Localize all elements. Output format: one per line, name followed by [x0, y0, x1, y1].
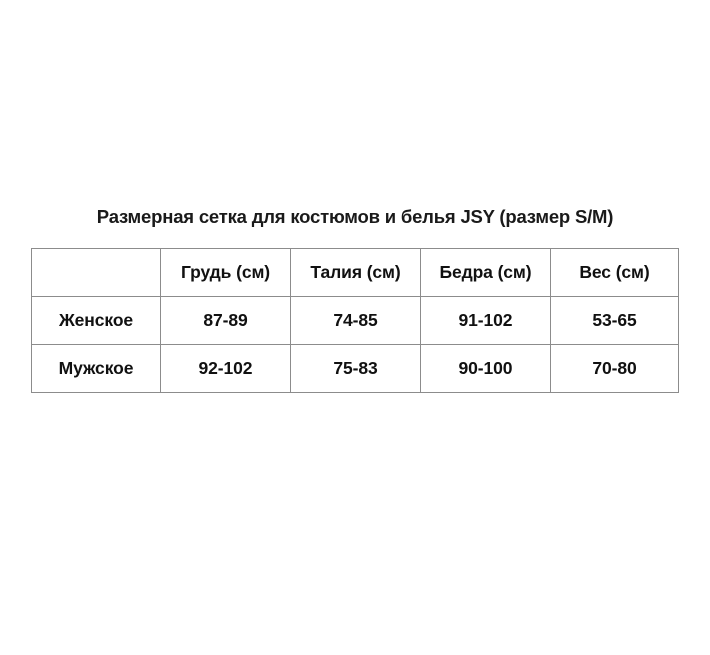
header-cell-waist: Талия (см)	[290, 248, 421, 297]
cell-female-weight: 53-65	[550, 296, 679, 345]
header-cell-chest: Грудь (см)	[160, 248, 291, 297]
header-cell-weight: Вес (см)	[550, 248, 679, 297]
table-header: Грудь (см) Талия (см) Бедра (см) Вес (см…	[31, 248, 679, 297]
cell-male-waist: 75-83	[290, 344, 421, 393]
table-row: Женское 87-89 74-85 91-102 53-65	[31, 296, 679, 345]
size-chart-table: Грудь (см) Талия (см) Бедра (см) Вес (см…	[31, 248, 679, 393]
cell-female-hips: 91-102	[420, 296, 551, 345]
table-body: Женское 87-89 74-85 91-102 53-65 Мужское…	[31, 296, 679, 393]
page-title: Размерная сетка для костюмов и белья JSY…	[96, 206, 614, 227]
header-cell-hips: Бедра (см)	[420, 248, 551, 297]
cell-male-weight: 70-80	[550, 344, 679, 393]
cell-female-waist: 74-85	[290, 296, 421, 345]
cell-male-hips: 90-100	[420, 344, 551, 393]
row-label-male: Мужское	[31, 344, 161, 393]
cell-female-chest: 87-89	[160, 296, 291, 345]
row-label-female: Женское	[31, 296, 161, 345]
table-row: Мужское 92-102 75-83 90-100 70-80	[31, 344, 679, 393]
cell-male-chest: 92-102	[160, 344, 291, 393]
header-cell-blank	[31, 248, 161, 297]
table-header-row: Грудь (см) Талия (см) Бедра (см) Вес (см…	[31, 248, 679, 297]
